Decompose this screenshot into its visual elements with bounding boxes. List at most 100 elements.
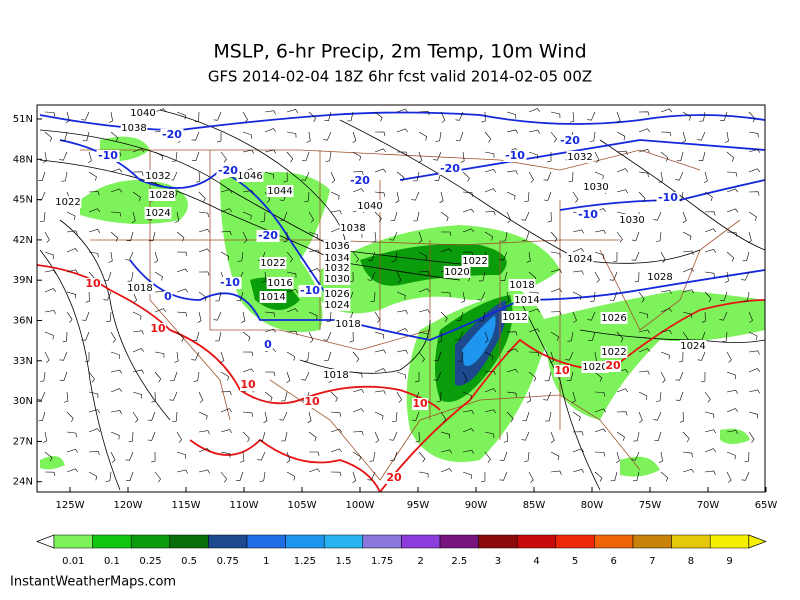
wind-barb bbox=[286, 131, 297, 138]
wind-barb bbox=[526, 391, 531, 403]
isobar-label: 1026 bbox=[601, 313, 626, 324]
wind-barb bbox=[653, 411, 662, 421]
wind-barb bbox=[396, 291, 406, 300]
wind-barb bbox=[660, 308, 673, 313]
wind-barb bbox=[440, 431, 450, 439]
wind-barb bbox=[108, 251, 113, 263]
isobar-label: 1044 bbox=[267, 186, 292, 197]
wind-barb bbox=[352, 151, 362, 161]
wind-barb bbox=[457, 351, 464, 362]
wind-barb bbox=[744, 451, 750, 463]
wind-barb bbox=[462, 208, 475, 213]
wind-barb bbox=[82, 131, 90, 142]
wind-barb bbox=[374, 331, 384, 339]
freezing-label: -10 bbox=[505, 149, 525, 162]
wind-barb bbox=[110, 351, 120, 359]
wind-barb bbox=[214, 331, 222, 342]
isobar-label: 1014 bbox=[514, 295, 539, 306]
wind-barb bbox=[528, 171, 534, 183]
wind-barb bbox=[638, 148, 651, 153]
isobar-label: 1024 bbox=[324, 300, 349, 311]
wind-barb bbox=[462, 410, 474, 415]
wind-barb bbox=[528, 129, 540, 134]
wind-barb bbox=[418, 270, 430, 276]
map-frame bbox=[36, 104, 766, 493]
wind-barb bbox=[283, 171, 288, 183]
wind-barb bbox=[264, 371, 276, 377]
warm-label: 10 bbox=[304, 395, 320, 408]
label-bg bbox=[356, 200, 384, 212]
wind-barb bbox=[330, 191, 340, 200]
wind-barb bbox=[352, 389, 364, 393]
wind-barb bbox=[257, 451, 266, 461]
wind-barb bbox=[506, 391, 517, 398]
colorbar-label: 5 bbox=[572, 556, 578, 567]
isobar-label: 1022 bbox=[462, 256, 487, 267]
wind-barb bbox=[505, 291, 510, 303]
label-bg bbox=[386, 472, 402, 484]
wind-barb bbox=[572, 248, 585, 253]
wind-barb bbox=[594, 428, 607, 433]
label-bg bbox=[129, 107, 157, 119]
wind-barb bbox=[499, 471, 508, 481]
wind-barb bbox=[66, 448, 78, 453]
wind-barb bbox=[110, 451, 116, 464]
warm-label: 10 bbox=[240, 378, 256, 391]
wind-barb bbox=[396, 108, 408, 113]
wind-barb bbox=[242, 411, 253, 417]
wind-barb bbox=[528, 328, 540, 333]
wind-barb bbox=[571, 391, 576, 404]
label-bg bbox=[144, 207, 172, 219]
wind-barb bbox=[616, 189, 628, 194]
colorbar-box bbox=[478, 534, 518, 549]
label-bg bbox=[120, 122, 148, 134]
isobar-label: 1032 bbox=[145, 171, 170, 182]
wind-barb bbox=[301, 371, 310, 381]
isobar-label: 1022 bbox=[55, 197, 80, 208]
wind-barb bbox=[308, 331, 314, 343]
wind-barb bbox=[439, 191, 444, 203]
wind-barb bbox=[396, 128, 409, 133]
lon-label: 65W bbox=[755, 500, 778, 511]
isobar-label: 1038 bbox=[340, 223, 365, 234]
isobar-label: 1046 bbox=[237, 171, 262, 182]
label-bg bbox=[96, 150, 120, 162]
wind-barb bbox=[242, 368, 255, 373]
label-bg bbox=[85, 278, 101, 290]
wind-barb bbox=[374, 368, 387, 373]
lat-label: 45N bbox=[13, 195, 33, 206]
wind-barb bbox=[263, 411, 268, 423]
wind-barb bbox=[418, 251, 428, 261]
wind-barb bbox=[213, 311, 222, 321]
wind-barb bbox=[62, 331, 68, 343]
wind-barb bbox=[151, 391, 156, 403]
wind-barb bbox=[175, 211, 180, 223]
wind-barb bbox=[264, 128, 277, 133]
label-bg bbox=[54, 196, 82, 208]
wind-barb bbox=[396, 391, 402, 403]
wind-barb bbox=[638, 370, 650, 375]
wind-barb bbox=[682, 231, 692, 241]
wind-barb bbox=[682, 289, 694, 294]
wind-barb bbox=[411, 411, 420, 421]
wind-barb bbox=[374, 390, 386, 395]
wind-barb bbox=[88, 371, 95, 383]
wind-barb bbox=[154, 251, 159, 264]
wind-barb bbox=[748, 191, 760, 196]
isobar-label: 1014 bbox=[260, 292, 285, 303]
wind-barb bbox=[44, 131, 53, 142]
wind-barb bbox=[259, 471, 266, 482]
wind-barb bbox=[726, 251, 735, 262]
label-bg bbox=[298, 285, 322, 297]
colorbar-box bbox=[709, 534, 750, 549]
lat-label: 51N bbox=[13, 114, 33, 125]
wind-barb bbox=[411, 191, 420, 201]
colorbar-label: 1.5 bbox=[336, 556, 352, 567]
wind-barb bbox=[484, 231, 494, 241]
wind-barb bbox=[484, 409, 496, 414]
isobar-label: 1024 bbox=[680, 341, 705, 352]
wind-barb bbox=[638, 111, 650, 116]
label-bg bbox=[323, 299, 351, 311]
wind-barb bbox=[390, 451, 398, 461]
